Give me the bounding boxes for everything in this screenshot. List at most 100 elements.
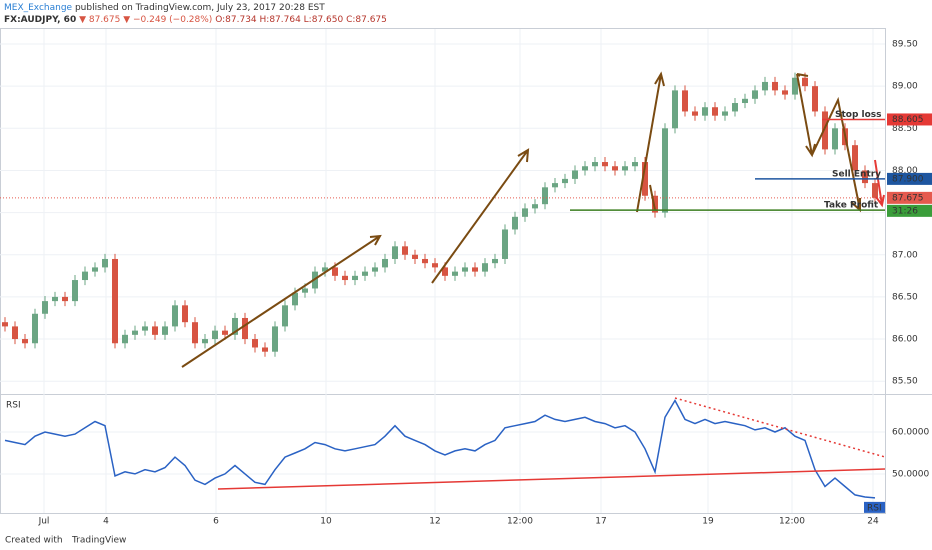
price-tag-label: 87.900 [892,174,924,184]
candle-body [142,326,148,331]
y-tick-label: 89.00 [892,82,918,92]
candle-body [262,347,268,352]
arrow [796,73,809,77]
candle-body [2,322,8,327]
candle-body [862,170,868,184]
panel-title: RSI [6,401,21,411]
candle-body [872,183,878,198]
candle-body [482,263,488,272]
plot [0,29,885,513]
candle-body [662,128,668,213]
x-tick-label: 19 [702,517,714,527]
candle-body [392,246,398,259]
candle-body [252,339,258,348]
arrow [649,184,656,211]
candle-body [232,317,238,335]
candle-body [542,187,548,205]
candle-body [622,166,628,171]
candle-body [192,322,198,344]
candle-body [822,111,828,150]
candle-body [72,280,78,302]
candle-body [82,271,88,281]
candle-body [632,162,638,167]
y-tick-label: 87.00 [892,250,918,260]
x-tick-label: 10 [320,517,332,527]
footer-brand[interactable]: TradingView [71,536,126,546]
trend-arrows [181,71,861,368]
candle-body [582,166,588,171]
candle-body [832,128,838,150]
y-tick-label: 50.0000 [892,469,929,479]
series-tag-label: RSI [867,503,882,513]
candle-body [152,326,158,335]
timer-tag [887,204,932,217]
arrow [636,71,665,213]
candle-body [372,267,378,272]
published: published on TradingView.com, July 23, 2… [75,3,325,13]
candle-body [782,90,788,95]
candle-body [202,339,208,344]
x-tick-label: Jul [38,517,50,527]
header-line: MEX_Exchange published on TradingView.co… [4,3,325,13]
candle-body [742,98,748,104]
candle-body [172,305,178,327]
candle-body [692,111,698,116]
x-tick-label: 12 [429,517,440,527]
candle-body [512,216,518,230]
price-tag [887,172,932,185]
candle-body [462,267,468,272]
price-tag-label: 88.605 [892,115,924,125]
level-label: Take Profit [824,201,879,211]
candle-body [522,208,528,217]
candle-body [22,339,28,344]
x-tick-label: 12:00 [507,517,533,527]
candle-body [442,267,448,276]
rsi-line [4,398,876,499]
candle-body [732,103,738,112]
candle-body [12,326,18,340]
candle-body [122,334,128,344]
candle-body [32,313,38,344]
candle-body [352,275,358,281]
author[interactable]: MEX_Exchange [4,3,73,13]
candle-body [282,305,288,327]
candle-body [712,107,718,116]
candle-body [322,267,328,272]
candle-body [652,195,658,213]
candle-body [112,258,118,344]
price-tag-label: 87.675 [892,193,924,203]
candle-body [102,258,108,268]
candle-body [492,258,498,264]
candle-body [162,326,168,335]
candle-body [502,229,508,259]
change: ▼ 87.675 ▼ −0.249 (−0.28%) [79,15,212,25]
x-tick-label: 4 [103,517,109,527]
candle-body [342,275,348,281]
y-tick-label: 89.50 [892,40,918,50]
candle-body [432,263,438,268]
candle-body [272,326,278,352]
rsi-trendline [674,397,886,458]
series-tag [864,501,885,513]
candle-body [332,267,338,276]
candle-body [702,107,708,116]
candle-body [602,162,608,167]
y-tick-label: 85.50 [892,377,918,387]
candle-body [132,330,138,335]
candle-body [472,267,478,272]
symbol-line: FX:AUDJPY, 60 ▼ 87.675 ▼ −0.249 (−0.28%)… [4,15,387,25]
rsi-trendline [217,468,886,490]
y-tick-label: 88.50 [892,124,918,134]
y-tick-label: 86.50 [892,292,918,302]
candle-body [752,90,758,99]
candle-body [52,296,58,302]
drawings [181,71,886,490]
candle-body [242,317,248,340]
footer-created: Created with [5,536,63,546]
candle-body [452,271,458,276]
candle-body [302,288,308,293]
candle-body [362,271,368,276]
candle-body [412,254,418,259]
